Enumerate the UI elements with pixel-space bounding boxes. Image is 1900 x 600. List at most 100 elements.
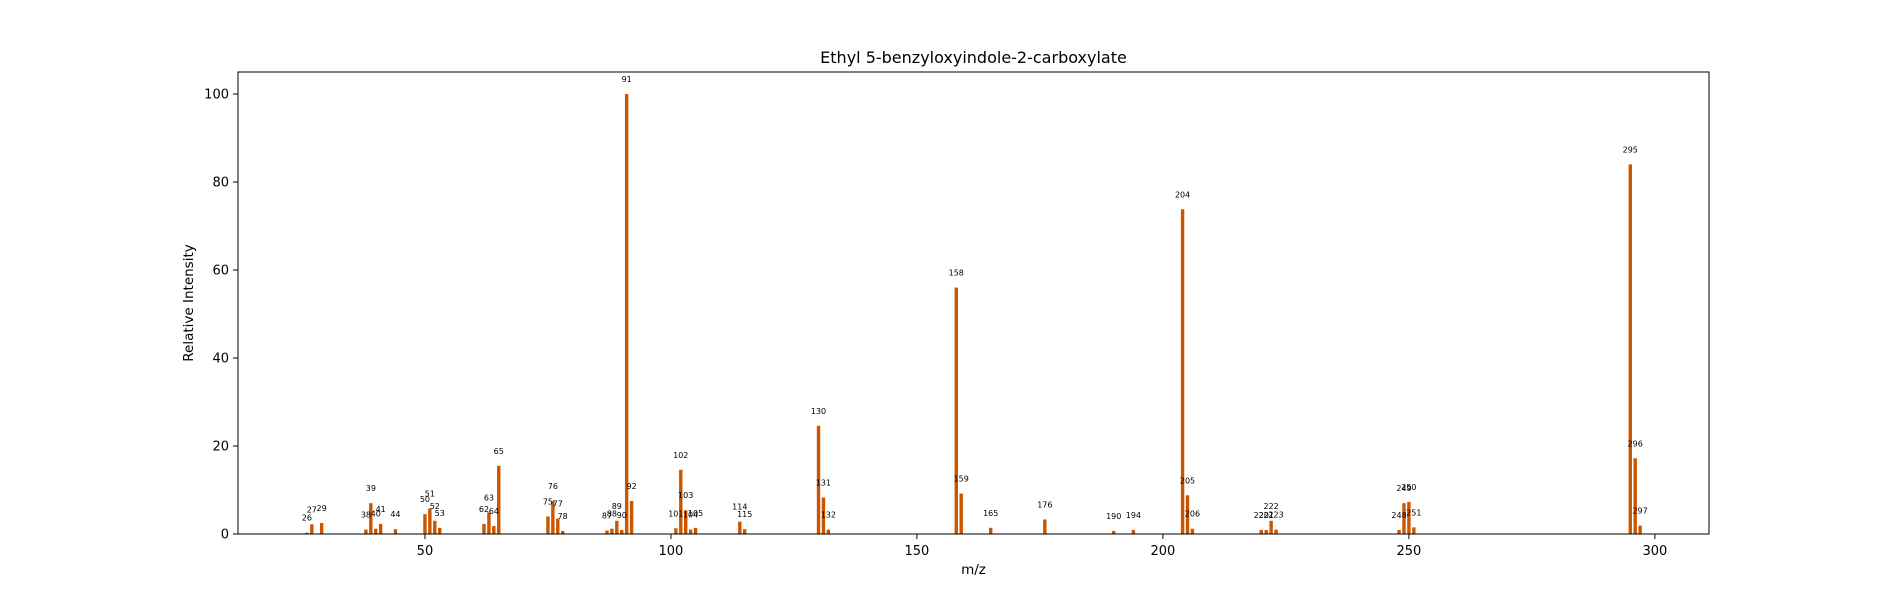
peak-label-248: 248 [1391, 511, 1406, 520]
peak-label-132: 132 [821, 511, 836, 520]
bar-mz-222 [1269, 520, 1273, 534]
peak-label-27: 27 [307, 505, 317, 514]
bar-mz-165 [989, 527, 993, 534]
bar-mz-132 [826, 529, 831, 534]
x-tick-label: 150 [905, 544, 930, 559]
bar-mz-104 [688, 529, 693, 534]
peak-label-91: 91 [622, 75, 632, 84]
bar-mz-296 [1633, 458, 1637, 534]
bar-mz-77 [556, 518, 560, 534]
x-tick-label: 50 [417, 544, 434, 559]
bar-mz-26 [305, 532, 309, 534]
peak-label-51: 51 [425, 489, 435, 498]
peak-label-221: 221 [1259, 511, 1274, 520]
peak-label-88: 88 [607, 510, 617, 519]
bar-mz-78 [561, 530, 565, 534]
peak-label-90: 90 [617, 511, 627, 520]
peak-label-194: 194 [1126, 511, 1141, 520]
bar-mz-41 [378, 523, 383, 534]
peak-label-92: 92 [626, 482, 636, 491]
peak-label-78: 78 [558, 512, 568, 521]
peak-label-102: 102 [673, 451, 688, 460]
peak-label-53: 53 [435, 509, 445, 518]
bar-mz-249 [1402, 503, 1406, 534]
peak-label-89: 89 [612, 502, 622, 511]
peak-label-77: 77 [553, 500, 563, 509]
bar-mz-92 [629, 501, 634, 534]
plot-frame [237, 71, 1710, 535]
bar-mz-90 [620, 530, 624, 534]
y-axis-label: Relative Intensity [181, 244, 197, 362]
peak-label-38: 38 [361, 511, 371, 520]
peak-label-40: 40 [371, 510, 381, 519]
bar-mz-158 [954, 287, 958, 534]
peak-label-63: 63 [484, 493, 494, 502]
peak-label-62: 62 [479, 505, 489, 514]
bar-mz-297 [1638, 525, 1642, 534]
x-axis: 50 100 150 200 250 300 [417, 534, 1667, 559]
chart-title: Ethyl 5-benzyloxyindole-2-carboxylate [820, 48, 1127, 67]
bar-mz-248 [1397, 530, 1401, 534]
bars-group [305, 94, 1642, 534]
peak-label-204: 204 [1175, 190, 1190, 199]
peak-label-190: 190 [1106, 512, 1121, 521]
peak-label-131: 131 [816, 478, 831, 487]
bar-mz-221 [1264, 530, 1268, 534]
x-tick-label: 200 [1150, 544, 1175, 559]
peak-label-39: 39 [366, 484, 376, 493]
bar-mz-159 [959, 493, 963, 534]
x-tick-label: 100 [659, 544, 684, 559]
bar-mz-114 [738, 521, 742, 534]
peak-label-87: 87 [602, 511, 612, 520]
peak-label-50: 50 [420, 495, 430, 504]
y-tick-label: 40 [212, 352, 229, 367]
peak-label-297: 297 [1632, 507, 1647, 516]
bar-mz-176 [1043, 519, 1047, 534]
y-tick-label: 80 [212, 176, 229, 191]
bar-mz-131 [821, 497, 826, 534]
peak-label-114: 114 [732, 503, 747, 512]
bar-mz-63 [487, 512, 491, 534]
bar-mz-103 [684, 510, 688, 534]
peak-label-65: 65 [494, 447, 504, 456]
bar-mz-91 [624, 94, 629, 534]
peak-label-26: 26 [302, 514, 312, 523]
bar-mz-39 [369, 503, 373, 534]
bar-mz-64 [492, 526, 496, 534]
bar-mz-102 [679, 469, 683, 534]
peak-label-104: 104 [683, 511, 698, 520]
bar-mz-101 [674, 528, 678, 534]
bar-mz-87 [605, 530, 609, 534]
peak-label-205: 205 [1180, 476, 1195, 485]
bar-mz-250 [1407, 501, 1411, 534]
peak-label-251: 251 [1406, 508, 1421, 517]
x-tick-label: 300 [1642, 544, 1667, 559]
peak-label-41: 41 [376, 505, 386, 514]
peak-label-52: 52 [430, 502, 440, 511]
bar-mz-27 [310, 524, 314, 534]
peak-label-158: 158 [949, 269, 964, 278]
peak-label-250: 250 [1401, 483, 1416, 492]
peak-label-223: 223 [1268, 511, 1283, 520]
bar-mz-205 [1185, 495, 1190, 534]
bar-mz-75 [546, 516, 550, 534]
bar-mz-295 [1628, 164, 1632, 534]
bar-mz-52 [433, 520, 437, 534]
bar-mz-29 [319, 523, 324, 534]
bar-mz-115 [743, 529, 747, 534]
bar-mz-194 [1131, 530, 1136, 534]
peak-label-249: 249 [1396, 484, 1411, 493]
peak-label-115: 115 [737, 510, 752, 519]
bar-mz-89 [615, 520, 619, 534]
bar-mz-62 [482, 523, 486, 534]
bar-mz-204 [1180, 209, 1185, 534]
peak-label-101: 101 [668, 509, 683, 518]
peak-label-76: 76 [548, 482, 558, 491]
peak-label-296: 296 [1628, 439, 1643, 448]
y-tick-label: 100 [204, 88, 229, 103]
bar-mz-65 [497, 465, 501, 534]
peak-label-64: 64 [489, 507, 499, 516]
peak-label-176: 176 [1037, 500, 1052, 509]
bar-mz-105 [693, 527, 698, 534]
bar-mz-40 [374, 528, 378, 534]
